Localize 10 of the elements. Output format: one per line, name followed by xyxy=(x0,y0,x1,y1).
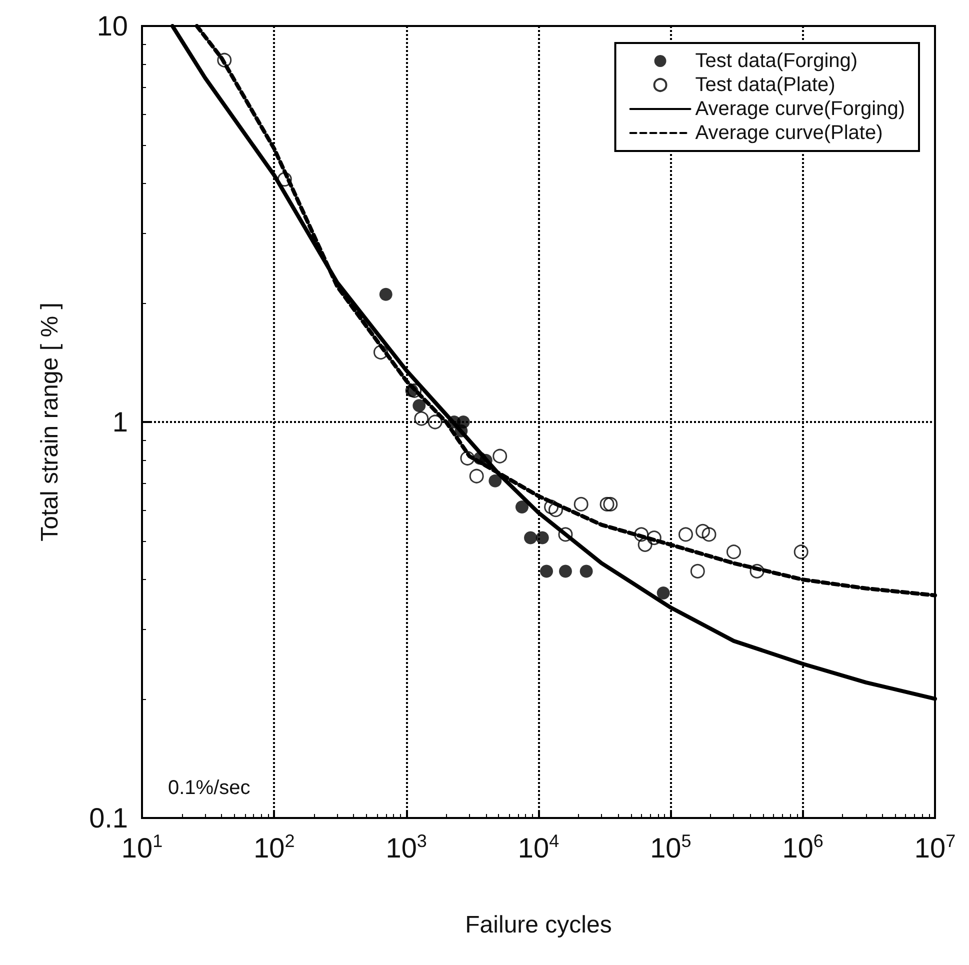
x-axis-title: Failure cycles xyxy=(465,912,612,938)
legend-label: Average curve(Plate) xyxy=(695,122,883,144)
legend-label: Average curve(Forging) xyxy=(695,98,906,120)
y-tick-label: 0.1 xyxy=(89,802,128,834)
y-axis-title: Total strain range [ % ] xyxy=(36,302,64,542)
legend-label: Test data(Plate) xyxy=(695,74,836,96)
legend-label: Test data(Forging) xyxy=(695,50,858,72)
y-tick-label: 10 xyxy=(96,10,128,42)
annotation: 0.1%/sec xyxy=(168,777,250,799)
y-tick-label: 1 xyxy=(112,406,128,438)
